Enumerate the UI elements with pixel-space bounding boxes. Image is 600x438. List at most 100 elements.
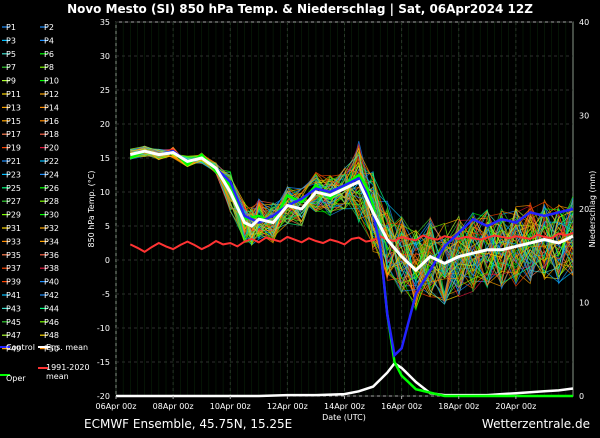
legend-member-label: P10	[44, 77, 59, 86]
legend-member-label: P4	[44, 36, 54, 45]
x-tick-label: 18Apr 00z	[438, 402, 479, 411]
legend-member-label: P39	[6, 278, 21, 287]
legend-member-label: P49	[6, 345, 21, 354]
legend-member-label: P5	[6, 50, 16, 59]
legend-member-label: P3	[6, 36, 16, 45]
legend-member-label: P27	[6, 197, 21, 206]
legend-member-label: P28	[44, 197, 59, 206]
legend-member-label: P17	[6, 130, 21, 139]
y-axis-label: 850 hPa Temp. (°C)	[87, 170, 96, 247]
legend-control-label: Control	[6, 343, 35, 352]
legend-member-label: P23	[6, 170, 21, 179]
ensemble-member-line	[130, 152, 574, 287]
legend-member-label: P45	[6, 318, 21, 327]
legend-ens-mean-label: Ens. mean	[46, 343, 88, 352]
y-tick-label: -5	[102, 290, 110, 299]
y-tick-label: -15	[97, 358, 110, 367]
legend-member-label: P50	[44, 345, 59, 354]
y-tick-label: 30	[100, 52, 110, 61]
x-tick-label: 08Apr 00z	[153, 402, 194, 411]
y-tick-label: 0	[105, 256, 110, 265]
legend-member-label: P11	[6, 90, 21, 99]
precip-mean-line	[116, 361, 574, 398]
y-axis-ticks: -20 -15 -10 -5 0 5 10 15 20 25 30 35	[97, 18, 110, 401]
plot-area	[115, 21, 574, 398]
legend-member-label: P32	[44, 224, 59, 233]
y2-tick-label: 10	[579, 299, 589, 308]
legend-member-label: P9	[6, 77, 16, 86]
legend-member-label: P12	[44, 90, 59, 99]
footer-model-info: ECMWF Ensemble, 45.75N, 15.25E	[84, 417, 292, 431]
legend-climate-label: mean	[46, 372, 69, 381]
legend-member-label: P1	[6, 23, 16, 32]
legend-member-label: P35	[6, 251, 21, 260]
y-tick-label: 10	[100, 188, 110, 197]
legend-member-label: P33	[6, 237, 21, 246]
chart-title: Novo Mesto (SI) 850 hPa Temp. & Niedersc…	[67, 2, 533, 16]
y2-tick-label: 40	[579, 18, 589, 27]
legend-member-label: P47	[6, 331, 21, 340]
legend-member-label: P30	[44, 211, 59, 220]
legend-member-label: P42	[44, 291, 59, 300]
legend-member-label: P13	[6, 103, 21, 112]
x-tick-label: 12Apr 00z	[267, 402, 308, 411]
legend-member-label: P31	[6, 224, 21, 233]
y2-tick-label: 30	[579, 112, 589, 121]
legend-climate-label: 1991-2020	[46, 363, 90, 372]
legend-member-label: P22	[44, 157, 59, 166]
legend-member-label: P48	[44, 331, 59, 340]
y-tick-label: 25	[100, 86, 110, 95]
legend-member-label: P7	[6, 63, 16, 72]
legend-member-label: P41	[6, 291, 21, 300]
y2-tick-label: 0	[579, 392, 584, 401]
legend-member-label: P46	[44, 318, 59, 327]
legend-oper-label: Oper	[6, 374, 26, 383]
x-axis-label: Date (UTC)	[322, 413, 366, 422]
legend: P1 P2 P3 P4 P5 P6 P7 P8 P9 P10 P11 P12 P13 P14 P15 P16 P…	[0, 23, 90, 383]
x-tick-label: 20Apr 00z	[495, 402, 536, 411]
legend-member-label: P16	[44, 117, 59, 126]
legend-member-label: P25	[6, 184, 21, 193]
legend-member-label: P29	[6, 211, 21, 220]
ensemble-members	[130, 141, 574, 312]
x-tick-label: 10Apr 00z	[210, 402, 251, 411]
x-tick-label: 14Apr 00z	[324, 402, 365, 411]
x-tick-label: 06Apr 00z	[96, 402, 137, 411]
legend-member-label: P24	[44, 170, 59, 179]
y-tick-label: 35	[100, 18, 110, 27]
legend-member-label: P21	[6, 157, 21, 166]
y-tick-label: -10	[97, 324, 110, 333]
precip-grid-lines	[115, 22, 574, 396]
legend-member-label: P18	[44, 130, 59, 139]
y-tick-label: 15	[100, 154, 110, 163]
highlight-series	[116, 149, 574, 398]
legend-member-label: P6	[44, 50, 54, 59]
ensemble-member-line	[130, 150, 574, 286]
y2-axis-label: Niederschlag (mm)	[588, 171, 597, 248]
legend-member-label: P36	[44, 251, 59, 260]
y-tick-label: 5	[105, 222, 110, 231]
footer-credit: Wetterzentrale.de	[482, 417, 590, 431]
legend-member-label: P2	[44, 23, 54, 32]
legend-member-label: P8	[44, 63, 54, 72]
legend-member-label: P19	[6, 144, 21, 153]
legend-member-label: P43	[6, 304, 21, 313]
y-tick-label: 20	[100, 120, 110, 129]
legend-member-label: P38	[44, 264, 59, 273]
legend-member-label: P40	[44, 278, 59, 287]
y-tick-label: -20	[97, 392, 110, 401]
y2-axis-ticks: 0 10 20 30 40	[579, 18, 589, 401]
legend-member-label: P34	[44, 237, 59, 246]
legend-member-label: P15	[6, 117, 21, 126]
legend-member-label: P26	[44, 184, 59, 193]
x-tick-label: 16Apr 00z	[381, 402, 422, 411]
ens-mean-line	[129, 149, 574, 273]
climate-mean-line	[129, 231, 574, 253]
legend-member-label: P14	[44, 103, 59, 112]
legend-member-label: P37	[6, 264, 21, 273]
legend-member-label: P20	[44, 144, 59, 153]
y2-tick-label: 20	[579, 205, 589, 214]
x-axis-ticks: 06Apr 00z 08Apr 00z 10Apr 00z 12Apr 00z 14Ap…	[96, 396, 536, 411]
legend-member-label: P44	[44, 304, 59, 313]
